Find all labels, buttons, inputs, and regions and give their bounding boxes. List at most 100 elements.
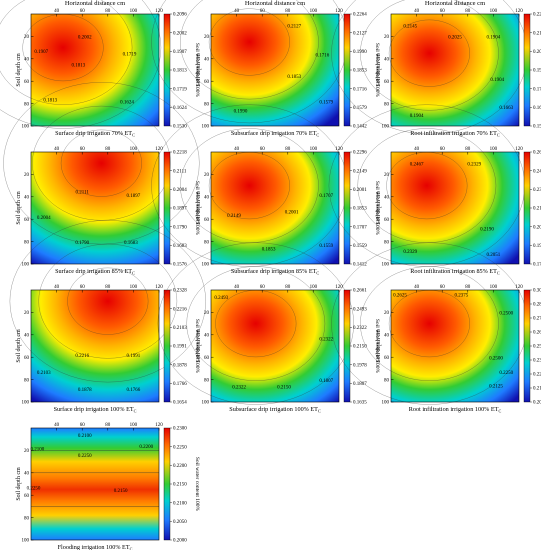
contour-label: 0.2200 — [139, 445, 153, 450]
x-tick-label: 100 — [490, 147, 498, 152]
x-tick-label: 60 — [440, 285, 446, 290]
colorbar-label: 0.1913 — [533, 244, 541, 249]
colorbar-label: 0.1978 — [353, 363, 367, 368]
y-tick-label: 60 — [204, 80, 210, 85]
y-tick-label: 20 — [204, 173, 210, 178]
y-tick-label: 40 — [204, 196, 210, 201]
colorbar-title: Soil water content 100% — [374, 319, 380, 374]
colorbar-label: 0.2051 — [533, 225, 541, 230]
colorbar-label: 0.1530 — [173, 125, 187, 130]
x-tick-label: 40 — [54, 285, 60, 290]
y-tick-label: 80 — [384, 102, 390, 107]
contour-label: 0.1853 — [287, 75, 301, 80]
colorbar-label: 0.2149 — [353, 169, 367, 174]
colorbar — [163, 13, 171, 127]
colorbar — [163, 289, 171, 403]
panel-caption: Surface drip irrigation 70% ETC — [55, 130, 135, 138]
y-tick-label: 80 — [204, 378, 210, 383]
panel-1: 40 60 80 100 120 20 40 60 80 100 Horizontal distan… — [0, 0, 200, 138]
x-tick-label: 80 — [285, 285, 291, 290]
y-tick-label: 60 — [204, 218, 210, 223]
y-tick-label: 40 — [24, 58, 30, 63]
y-axis-title: Soil depth cm — [376, 53, 382, 87]
y-tick-label: 20 — [384, 173, 390, 178]
plot-frame — [30, 427, 160, 541]
contour-label: 0.2100 — [31, 447, 45, 452]
x-tick-label: 80 — [465, 147, 471, 152]
contour-line — [0, 0, 162, 129]
contour-field — [211, 14, 339, 126]
x-tick-label: 60 — [260, 147, 266, 152]
x-tick-label: 80 — [465, 9, 471, 14]
contour-field — [391, 14, 519, 126]
colorbar-label: 0.1635 — [353, 401, 367, 406]
contour-field — [391, 290, 519, 402]
y-tick-label: 80 — [384, 378, 390, 383]
y-tick-label: 100 — [382, 401, 390, 406]
contour-line — [186, 266, 326, 381]
x-tick-label: 100 — [130, 423, 138, 428]
y-tick-label: 80 — [24, 378, 30, 383]
x-tick-label: 120 — [515, 147, 523, 152]
contour-label: 0.2001 — [285, 211, 299, 216]
plot-frame — [210, 151, 340, 265]
colorbar-label: 0.2322 — [353, 326, 367, 331]
y-tick-label: 40 — [24, 472, 30, 477]
colorbar-label: 0.1991 — [173, 345, 187, 350]
x-tick-label: 120 — [515, 285, 523, 290]
y-tick-label: 20 — [204, 311, 210, 316]
y-tick-label: 20 — [24, 311, 30, 316]
contour-label: 0.2329 — [403, 250, 417, 255]
y-tick-label: 60 — [384, 80, 390, 85]
y-tick-label: 60 — [384, 356, 390, 361]
colorbar-label: 0.2096 — [173, 13, 187, 18]
y-tick-label: 60 — [384, 218, 390, 223]
contour-line — [38, 243, 178, 359]
colorbar-label: 0.2750 — [533, 317, 541, 322]
y-axis-title: Soil depth cm — [196, 191, 202, 225]
x-tick-label: 100 — [310, 9, 318, 14]
colorbar-label: 0.2500 — [533, 345, 541, 350]
panel-caption: Surface drip irrigation 85% ETC — [55, 268, 135, 276]
y-tick-label: 60 — [204, 356, 210, 361]
colorbar-label: 0.2050 — [173, 520, 187, 525]
contour-line — [60, 129, 142, 197]
contour-label: 0.1991 — [127, 354, 141, 359]
contour-label: 0.1559 — [319, 244, 333, 249]
colorbar — [343, 151, 351, 265]
y-tick-label: 100 — [202, 401, 210, 406]
colorbar-label: 0.2269 — [533, 13, 541, 18]
contour-line — [67, 267, 149, 335]
colorbar-label: 0.1624 — [173, 106, 187, 111]
contour-label: 0.1813 — [71, 64, 85, 69]
colorbar-label: 0.1790 — [173, 225, 187, 230]
y-tick-label: 80 — [204, 102, 210, 107]
contour-line — [180, 0, 319, 100]
contour-label: 0.2250 — [499, 371, 513, 376]
x-tick-label: 100 — [310, 147, 318, 152]
colorbar-label: 0.1654 — [173, 401, 187, 406]
colorbar-title: Soil water content 100% — [194, 43, 200, 98]
colorbar-label: 0.2190 — [533, 207, 541, 212]
colorbar — [163, 427, 171, 541]
y-tick-label: 80 — [24, 516, 30, 521]
contour-label: 0.2103 — [37, 371, 51, 376]
panel-caption: Subsurface drip irrigation 70% ETC — [231, 130, 320, 138]
y-tick-label: 60 — [24, 494, 30, 499]
contour-line — [0, 0, 133, 105]
y-tick-label: 100 — [22, 263, 30, 268]
colorbar-label: 0.1412 — [353, 263, 367, 268]
colorbar-label: 0.2150 — [173, 483, 187, 488]
contour-label: 0.2467 — [410, 162, 424, 167]
panel-5: 40 60 80 100 120 20 40 60 80 100 Soil depth cm 0.21… — [151, 104, 380, 276]
panel-3: 40 60 80 100 120 20 40 60 80 100 Horizontal distan… — [331, 0, 541, 138]
x-tick-label: 60 — [80, 285, 86, 290]
panel-7: 40 60 80 100 120 20 40 60 80 100 Soil depth cm 0.22… — [9, 220, 206, 414]
panel-4: 40 60 80 100 120 20 40 60 80 100 Soil depth cm 0.21… — [3, 82, 200, 276]
colorbar-title: Soil water content 100% — [194, 457, 200, 512]
colorbar-label: 0.1663 — [533, 106, 541, 111]
contour-field — [211, 290, 339, 402]
y-tick-label: 40 — [24, 334, 30, 339]
